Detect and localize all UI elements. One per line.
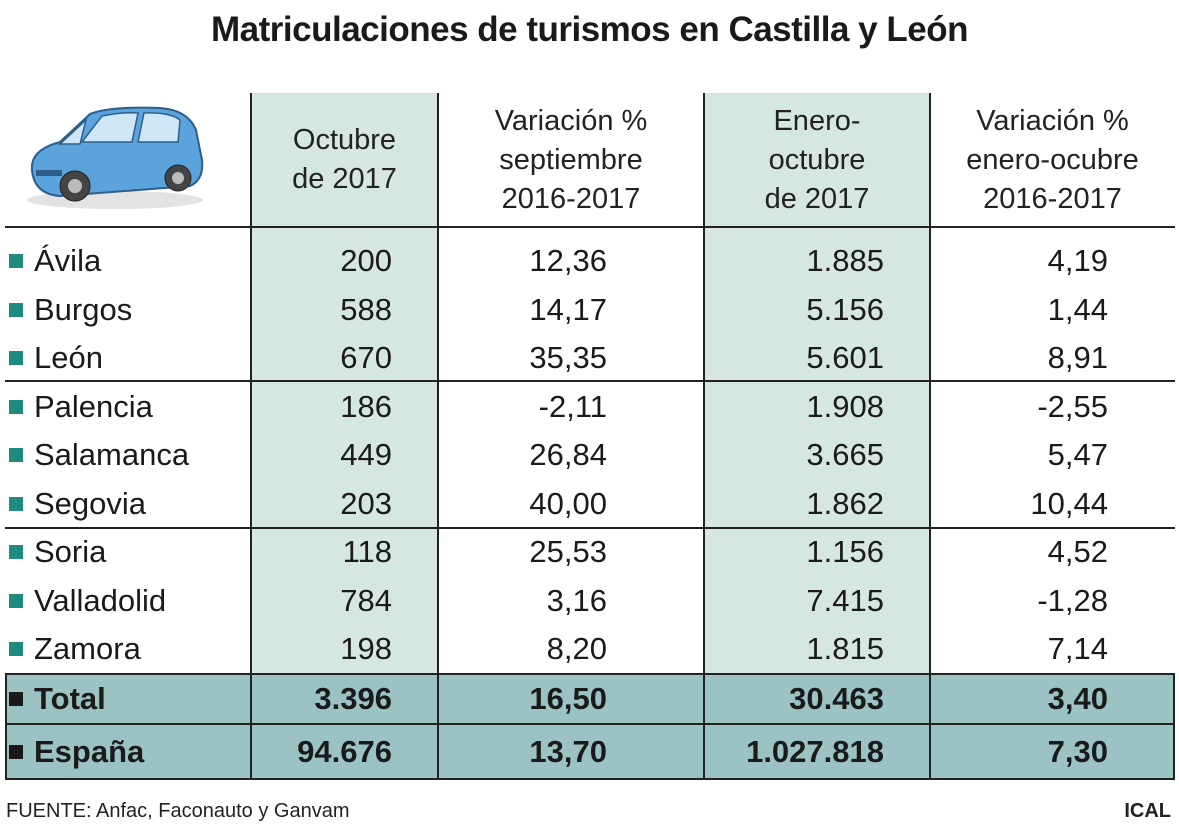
row-marker <box>9 302 23 317</box>
row-label: Segovia <box>34 485 147 521</box>
cell-value: 8,20 <box>546 631 607 667</box>
cell-value: -2,11 <box>538 388 607 424</box>
source: FUENTE: Anfac, Faconauto y Ganvam <box>6 800 350 822</box>
cell-value: 670 <box>340 340 392 376</box>
cell-value: 94.676 <box>297 733 392 769</box>
car-icon <box>27 106 204 209</box>
cell-value: 186 <box>340 388 392 424</box>
cell-value: 3.396 <box>314 681 392 716</box>
row-label: Burgos <box>34 291 133 327</box>
column-line <box>250 93 252 780</box>
cell-value: 25,53 <box>529 534 607 570</box>
cell-value: 5,47 <box>1047 437 1108 473</box>
cell-value: -1,28 <box>1037 582 1108 618</box>
column-header: septiembre <box>499 143 643 176</box>
cell-value: 7.415 <box>806 582 884 618</box>
shaded-column <box>251 93 438 673</box>
column-header: Variación % <box>976 104 1129 137</box>
column-header: enero-ocubre <box>966 143 1139 176</box>
cell-value: 784 <box>340 582 392 618</box>
row-marker <box>9 593 23 608</box>
cell-value: 1.862 <box>806 485 884 521</box>
title: Matriculaciones de turismos en Castilla … <box>211 10 968 49</box>
cell-value: 1.885 <box>806 243 884 279</box>
column-header: Variación % <box>494 104 648 137</box>
cell-value: 449 <box>340 437 392 473</box>
cell-value: 16,50 <box>529 681 607 716</box>
row-label: Total <box>34 681 106 716</box>
cell-value: 4,52 <box>1047 534 1108 570</box>
rule-line <box>5 673 1175 675</box>
row-marker <box>9 254 23 269</box>
row-label: Salamanca <box>34 437 190 473</box>
column-line <box>437 93 439 780</box>
rule-line <box>5 778 1175 780</box>
column-header: Octubre <box>292 124 397 156</box>
row-marker <box>9 351 23 366</box>
cell-value: 588 <box>340 291 392 327</box>
cell-value: 1,44 <box>1047 291 1108 327</box>
cell-value: 7,14 <box>1047 631 1108 667</box>
cell-value: 40,00 <box>529 485 607 521</box>
total-row-bg <box>5 725 1175 778</box>
column-header: de 2017 <box>292 163 397 195</box>
row-label: León <box>34 340 103 376</box>
rule-line <box>5 226 1175 228</box>
column-header: 2016-2017 <box>983 182 1122 215</box>
cell-value: 14,17 <box>529 291 607 327</box>
column-header: 2016-2017 <box>501 182 641 215</box>
row-marker <box>9 545 23 560</box>
row-marker <box>9 642 23 657</box>
cell-value: 3,16 <box>546 582 607 618</box>
cell-value: 3,40 <box>1047 681 1108 716</box>
cell-value: 198 <box>340 631 392 667</box>
rule-line <box>5 723 1175 725</box>
column-header: de 2017 <box>764 182 870 215</box>
cell-value: 5.601 <box>806 340 884 376</box>
column-header: Enero- <box>773 104 861 137</box>
credit: ICAL <box>1124 800 1171 822</box>
rule-line <box>5 527 1175 529</box>
cell-value: 7,30 <box>1047 733 1108 769</box>
cell-value: 12,36 <box>529 243 607 279</box>
row-label: Zamora <box>34 631 141 667</box>
shaded-column <box>704 93 930 673</box>
cell-value: 4,19 <box>1047 243 1108 279</box>
cell-value: 1.815 <box>806 631 884 667</box>
cell-value: 203 <box>340 485 392 521</box>
row-label: Ávila <box>34 243 102 279</box>
row-marker <box>9 448 23 463</box>
rule-line <box>5 380 1175 382</box>
column-line <box>703 93 705 780</box>
cell-value: 30.463 <box>789 681 884 716</box>
cell-value: 1.156 <box>806 534 884 570</box>
column-header: octubre <box>768 143 866 176</box>
cell-value: 3.665 <box>806 437 884 473</box>
cell-value: 10,44 <box>1030 485 1108 521</box>
row-marker <box>9 496 23 511</box>
cell-value: 1.908 <box>806 388 884 424</box>
row-marker <box>9 399 23 414</box>
total-row-bg <box>5 675 1175 723</box>
cell-value: 5.156 <box>806 291 884 327</box>
row-marker <box>9 692 23 706</box>
row-label: Palencia <box>34 388 153 424</box>
cell-value: 8,91 <box>1047 340 1108 376</box>
row-label: Soria <box>34 534 107 570</box>
row-label: España <box>34 733 145 769</box>
column-line <box>1173 673 1175 780</box>
column-line <box>929 93 931 780</box>
cell-value: 26,84 <box>529 437 607 473</box>
row-marker <box>9 744 23 759</box>
row-label: Valladolid <box>34 582 167 618</box>
cell-value: 1.027.818 <box>746 733 884 769</box>
cell-value: 200 <box>340 243 392 279</box>
cell-value: 118 <box>342 534 392 570</box>
cell-value: 13,70 <box>529 733 607 769</box>
cell-value: -2,55 <box>1037 388 1108 424</box>
cell-value: 35,35 <box>529 340 607 376</box>
column-line <box>5 673 7 780</box>
